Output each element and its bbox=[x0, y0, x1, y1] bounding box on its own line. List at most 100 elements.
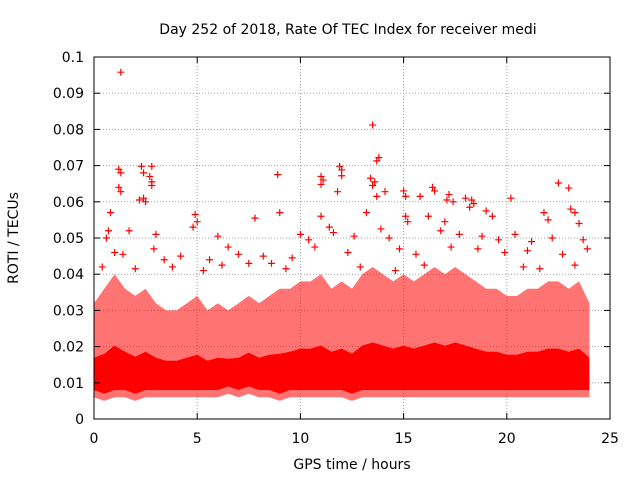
y-tick-label: 0.09 bbox=[53, 86, 84, 102]
data-point bbox=[400, 187, 408, 195]
data-point bbox=[148, 162, 156, 170]
data-point bbox=[523, 247, 531, 255]
data-point bbox=[571, 209, 579, 217]
data-point bbox=[245, 259, 253, 267]
data-point bbox=[296, 230, 304, 238]
data-point bbox=[571, 261, 579, 269]
data-point bbox=[135, 196, 143, 204]
data-point bbox=[449, 198, 457, 206]
data-point bbox=[478, 232, 486, 240]
data-point bbox=[373, 157, 381, 165]
data-point bbox=[466, 203, 474, 211]
data-point bbox=[350, 232, 358, 240]
data-point bbox=[193, 218, 201, 226]
data-point bbox=[402, 212, 410, 220]
y-tick-label: 0.02 bbox=[53, 340, 84, 356]
data-point bbox=[206, 256, 214, 264]
data-point bbox=[462, 194, 470, 202]
data-point bbox=[412, 250, 420, 258]
data-point bbox=[362, 209, 370, 217]
data-point bbox=[125, 227, 133, 235]
data-point bbox=[191, 210, 199, 218]
data-point bbox=[268, 259, 276, 267]
data-point bbox=[98, 263, 106, 271]
data-point bbox=[319, 176, 327, 184]
data-point bbox=[369, 121, 377, 129]
data-point bbox=[540, 209, 548, 217]
data-point bbox=[437, 227, 445, 235]
x-tick-label: 20 bbox=[498, 431, 516, 447]
data-point bbox=[536, 265, 544, 273]
data-point bbox=[274, 171, 282, 179]
data-point bbox=[115, 183, 123, 191]
data-point bbox=[565, 184, 573, 192]
x-tick-label: 10 bbox=[291, 431, 309, 447]
data-point bbox=[544, 216, 552, 224]
data-point bbox=[385, 234, 393, 242]
data-point bbox=[317, 172, 325, 180]
data-point bbox=[501, 248, 509, 256]
data-point bbox=[142, 198, 150, 206]
data-point bbox=[336, 162, 344, 170]
data-point bbox=[288, 254, 296, 262]
data-point bbox=[567, 205, 575, 213]
data-point bbox=[470, 200, 478, 208]
data-point bbox=[431, 187, 439, 195]
data-point bbox=[356, 263, 364, 271]
data-point bbox=[282, 265, 290, 273]
y-axis-label: ROTI / TECUs bbox=[6, 192, 22, 284]
data-point bbox=[338, 172, 346, 180]
data-point bbox=[519, 263, 527, 271]
axis-ticks bbox=[93, 56, 611, 420]
data-point bbox=[117, 68, 125, 76]
data-point bbox=[404, 218, 412, 226]
x-tick-label: 25 bbox=[601, 431, 619, 447]
data-point bbox=[117, 169, 125, 177]
x-tick-labels: 0 5 10 15 20 25 bbox=[90, 431, 619, 447]
x-tick-label: 0 bbox=[90, 431, 99, 447]
x-tick-label: 5 bbox=[193, 431, 202, 447]
data-point bbox=[177, 252, 185, 260]
data-point bbox=[445, 191, 453, 199]
data-point bbox=[344, 248, 352, 256]
data-point bbox=[488, 212, 496, 220]
data-point bbox=[507, 194, 515, 202]
data-point bbox=[334, 188, 342, 196]
data-point bbox=[474, 245, 482, 253]
data-point bbox=[104, 227, 112, 235]
data-point bbox=[371, 178, 379, 186]
y-tick-label: 0.06 bbox=[53, 195, 84, 211]
data-point bbox=[131, 265, 139, 273]
data-point bbox=[428, 183, 436, 191]
data-point bbox=[511, 230, 519, 238]
data-point bbox=[189, 223, 197, 231]
data-point bbox=[373, 192, 381, 200]
data-point bbox=[305, 236, 313, 244]
data-point bbox=[317, 212, 325, 220]
data-point bbox=[559, 250, 567, 258]
y-tick-label: 0.04 bbox=[53, 267, 84, 283]
data-point bbox=[119, 250, 127, 258]
data-point bbox=[583, 245, 591, 253]
x-axis-label: GPS time / hours bbox=[293, 457, 410, 473]
data-point bbox=[455, 230, 463, 238]
y-tick-label: 0.01 bbox=[53, 376, 84, 392]
data-point bbox=[548, 234, 556, 242]
data-point bbox=[276, 209, 284, 217]
chart-title: Day 252 of 2018, Rate Of TEC Index for r… bbox=[159, 22, 536, 38]
data-point bbox=[218, 261, 226, 269]
data-point bbox=[234, 250, 242, 258]
data-point bbox=[102, 234, 110, 242]
y-tick-label: 0.07 bbox=[53, 159, 84, 175]
y-tick-label: 0.03 bbox=[53, 303, 84, 319]
data-point bbox=[381, 188, 389, 196]
y-tick-label: 0.05 bbox=[53, 231, 84, 247]
data-point bbox=[495, 236, 503, 244]
data-point bbox=[160, 256, 168, 264]
data-point bbox=[259, 252, 267, 260]
dense-band-core bbox=[94, 342, 590, 394]
data-point bbox=[317, 180, 325, 188]
data-point bbox=[111, 248, 119, 256]
data-point bbox=[424, 212, 432, 220]
